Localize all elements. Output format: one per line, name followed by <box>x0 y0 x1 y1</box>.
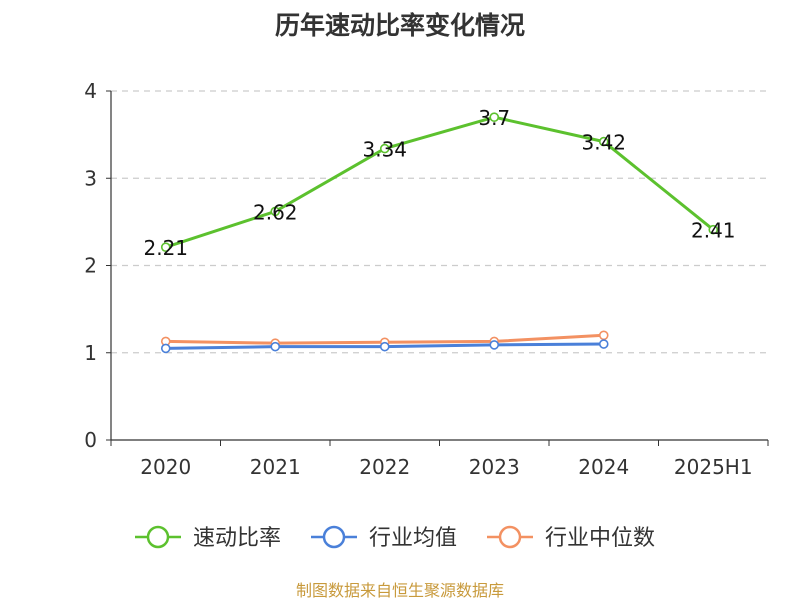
legend-marker <box>498 525 522 549</box>
data-point <box>489 340 500 350</box>
data-point <box>270 206 281 217</box>
data-point <box>489 112 500 122</box>
y-tick-label: 3 <box>84 166 97 190</box>
legend-item[interactable]: 速动比率 <box>135 525 281 551</box>
data-point <box>160 343 171 354</box>
data-label: 2.62 <box>253 200 298 224</box>
series-lines <box>160 112 719 354</box>
data-label: 2.41 <box>691 219 736 243</box>
data-labels: 2.21 2.62 3.34 3.7 3.42 2.41 <box>143 106 735 260</box>
data-label: 3.7 <box>478 106 510 130</box>
data-point <box>598 339 609 349</box>
data-point <box>379 341 390 352</box>
data-point <box>160 242 171 252</box>
series-line-0 <box>165 115 715 249</box>
x-tick-label: 2022 <box>359 455 410 479</box>
grid-lines <box>111 90 768 354</box>
y-tick-label: 2 <box>84 254 97 278</box>
legend-marker <box>146 525 170 549</box>
data-point <box>379 143 390 154</box>
data-label: 3.34 <box>362 138 407 162</box>
legend[interactable]: 速动比率 行业均值 行业中位数 <box>135 525 655 551</box>
chart-title: 历年速动比率变化情况 <box>275 11 525 40</box>
data-point <box>598 330 609 341</box>
y-tick-label: 1 <box>84 341 97 365</box>
data-point <box>708 224 719 235</box>
legend-label: 行业中位数 <box>545 526 655 551</box>
legend-label: 速动比率 <box>193 526 281 551</box>
legend-item[interactable]: 行业中位数 <box>487 525 655 551</box>
x-tick-label: 2020 <box>140 455 191 479</box>
legend-item[interactable]: 行业均值 <box>311 525 457 551</box>
legend-label: 行业均值 <box>369 526 457 551</box>
axes: 0 1 2 3 4 2020 2021 2022 2023 2024 2025H1 <box>84 79 769 479</box>
x-tick-label: 2024 <box>578 455 629 479</box>
x-tick-label: 2023 <box>469 455 520 479</box>
legend-marker <box>322 525 346 549</box>
y-tick-label: 4 <box>84 79 97 103</box>
source-note: 制图数据来自恒生聚源数据库 <box>296 581 504 600</box>
data-point <box>598 136 609 147</box>
x-tick-label: 2025H1 <box>674 455 753 479</box>
data-label: 3.42 <box>581 131 626 155</box>
x-tick-label: 2021 <box>250 455 301 479</box>
y-tick-label: 0 <box>84 428 97 452</box>
data-label: 2.21 <box>143 236 188 260</box>
data-point <box>270 341 281 352</box>
